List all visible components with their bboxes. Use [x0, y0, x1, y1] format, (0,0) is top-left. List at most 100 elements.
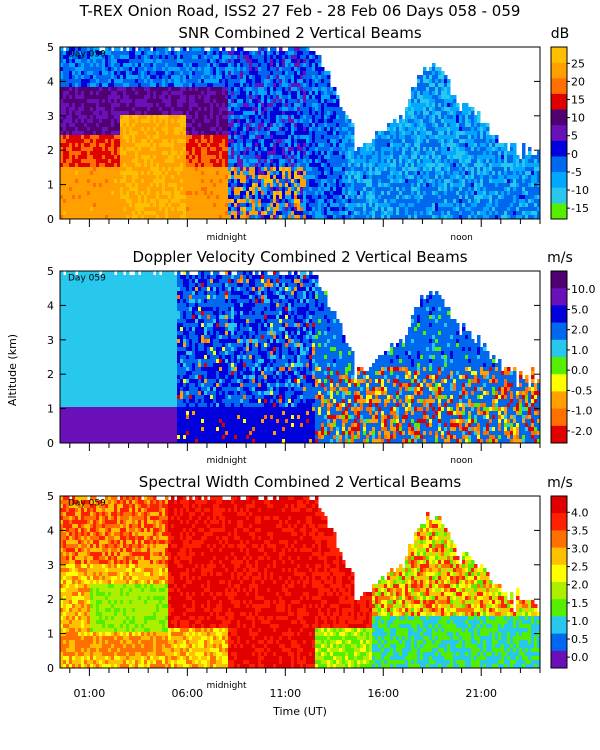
heatmap-cell-snr: [69, 203, 73, 208]
heatmap-cell-snr: [114, 119, 118, 124]
heatmap-cell-snr: [345, 147, 349, 152]
heatmap-cell-snr: [234, 187, 238, 192]
heatmap-cell-snr: [261, 163, 265, 168]
heatmap-cell-snr: [282, 203, 286, 208]
heatmap-cell-snr: [420, 183, 424, 188]
heatmap-cell-snr: [327, 215, 331, 220]
heatmap-cell-snr: [171, 55, 175, 60]
heatmap-cell-snr: [120, 183, 124, 188]
heatmap-cell-snr: [381, 151, 385, 156]
heatmap-cell-snr: [102, 71, 106, 76]
heatmap-cell-snr: [360, 203, 364, 208]
heatmap-cell-snr: [432, 203, 436, 208]
heatmap-cell-snr: [360, 207, 364, 212]
heatmap-cell-snr: [210, 119, 214, 124]
heatmap-cell-snr: [297, 51, 301, 56]
heatmap-cell-snr: [228, 147, 232, 152]
heatmap-cell-snr: [417, 111, 421, 116]
heatmap-cell-snr: [339, 163, 343, 168]
heatmap-cell-snr: [234, 139, 238, 144]
heatmap-cell-snr: [438, 139, 442, 144]
heatmap-cell-snr: [198, 191, 202, 196]
heatmap-cell-snr: [327, 187, 331, 192]
heatmap-cell-snr: [219, 143, 223, 148]
heatmap-cell-snr: [312, 195, 316, 200]
heatmap-cell-snr: [354, 171, 358, 176]
heatmap-cell-snr: [69, 195, 73, 200]
heatmap-cell-snr: [156, 71, 160, 76]
heatmap-cell-snr: [291, 75, 295, 80]
heatmap-cell-snr: [105, 171, 109, 176]
heatmap-cell-snr: [258, 163, 262, 168]
heatmap-cell-snr: [129, 163, 133, 168]
heatmap-cell-snr: [333, 171, 337, 176]
heatmap-cell-snr: [207, 91, 211, 96]
heatmap-cell-snr: [195, 47, 199, 52]
heatmap-cell-snr: [252, 95, 256, 100]
heatmap-cell-snr: [189, 95, 193, 100]
heatmap-cell-snr: [285, 135, 289, 140]
heatmap-cell-snr: [189, 91, 193, 96]
heatmap-cell-snr: [324, 87, 328, 92]
heatmap-cell-snr: [138, 147, 142, 152]
heatmap-cell-snr: [144, 79, 148, 84]
heatmap-cell-snr: [399, 123, 403, 128]
heatmap-cell-snr: [75, 195, 79, 200]
heatmap-cell-snr: [213, 155, 217, 160]
heatmap-cell-snr: [288, 119, 292, 124]
heatmap-cell-snr: [351, 175, 355, 180]
heatmap-cell-snr: [432, 79, 436, 84]
heatmap-cell-snr: [165, 55, 169, 60]
heatmap-cell-snr: [138, 71, 142, 76]
heatmap-cell-snr: [408, 135, 412, 140]
heatmap-cell-snr: [399, 155, 403, 160]
heatmap-cell-snr: [159, 119, 163, 124]
heatmap-cell-snr: [141, 111, 145, 116]
heatmap-cell-snr: [447, 107, 451, 112]
heatmap-cell-snr: [255, 135, 259, 140]
heatmap-cell-snr: [84, 79, 88, 84]
heatmap-cell-snr: [150, 91, 154, 96]
heatmap-cell-snr: [339, 211, 343, 216]
heatmap-cell-snr: [213, 183, 217, 188]
heatmap-cell-snr: [381, 167, 385, 172]
heatmap-cell-snr: [213, 139, 217, 144]
heatmap-cell-snr: [204, 91, 208, 96]
heatmap-cell-snr: [240, 207, 244, 212]
heatmap-cell-snr: [273, 107, 277, 112]
heatmap-cell-snr: [117, 171, 121, 176]
heatmap-cell-snr: [165, 191, 169, 196]
heatmap-cell-snr: [420, 215, 424, 220]
heatmap-cell-snr: [63, 183, 67, 188]
heatmap-cell-snr: [405, 123, 409, 128]
heatmap-cell-snr: [390, 155, 394, 160]
heatmap-cell-snr: [267, 51, 271, 56]
heatmap-cell-snr: [312, 183, 316, 188]
heatmap-cell-snr: [141, 183, 145, 188]
heatmap-cell-snr: [261, 71, 265, 76]
heatmap-cell-snr: [129, 211, 133, 216]
heatmap-cell-snr: [78, 67, 82, 72]
heatmap-cell-snr: [375, 143, 379, 148]
heatmap-cell-snr: [63, 179, 67, 184]
heatmap-cell-snr: [168, 183, 172, 188]
heatmap-cell-snr: [234, 107, 238, 112]
heatmap-cell-snr: [216, 203, 220, 208]
heatmap-cell-snr: [195, 139, 199, 144]
heatmap-cell-snr: [246, 79, 250, 84]
heatmap-cell-snr: [288, 163, 292, 168]
heatmap-cell-snr: [69, 139, 73, 144]
heatmap-cell-snr: [414, 195, 418, 200]
heatmap-cell-snr: [90, 127, 94, 132]
heatmap-cell-snr: [87, 51, 91, 56]
heatmap-cell-snr: [405, 119, 409, 124]
heatmap-cell-snr: [123, 55, 127, 60]
heatmap-cell-snr: [210, 183, 214, 188]
heatmap-cell-snr: [375, 171, 379, 176]
heatmap-cell-snr: [84, 131, 88, 136]
heatmap-cell-snr: [417, 215, 421, 220]
heatmap-cell-snr: [186, 163, 190, 168]
heatmap-cell-snr: [264, 171, 268, 176]
heatmap-cell-snr: [306, 175, 310, 180]
heatmap-cell-snr: [219, 107, 223, 112]
